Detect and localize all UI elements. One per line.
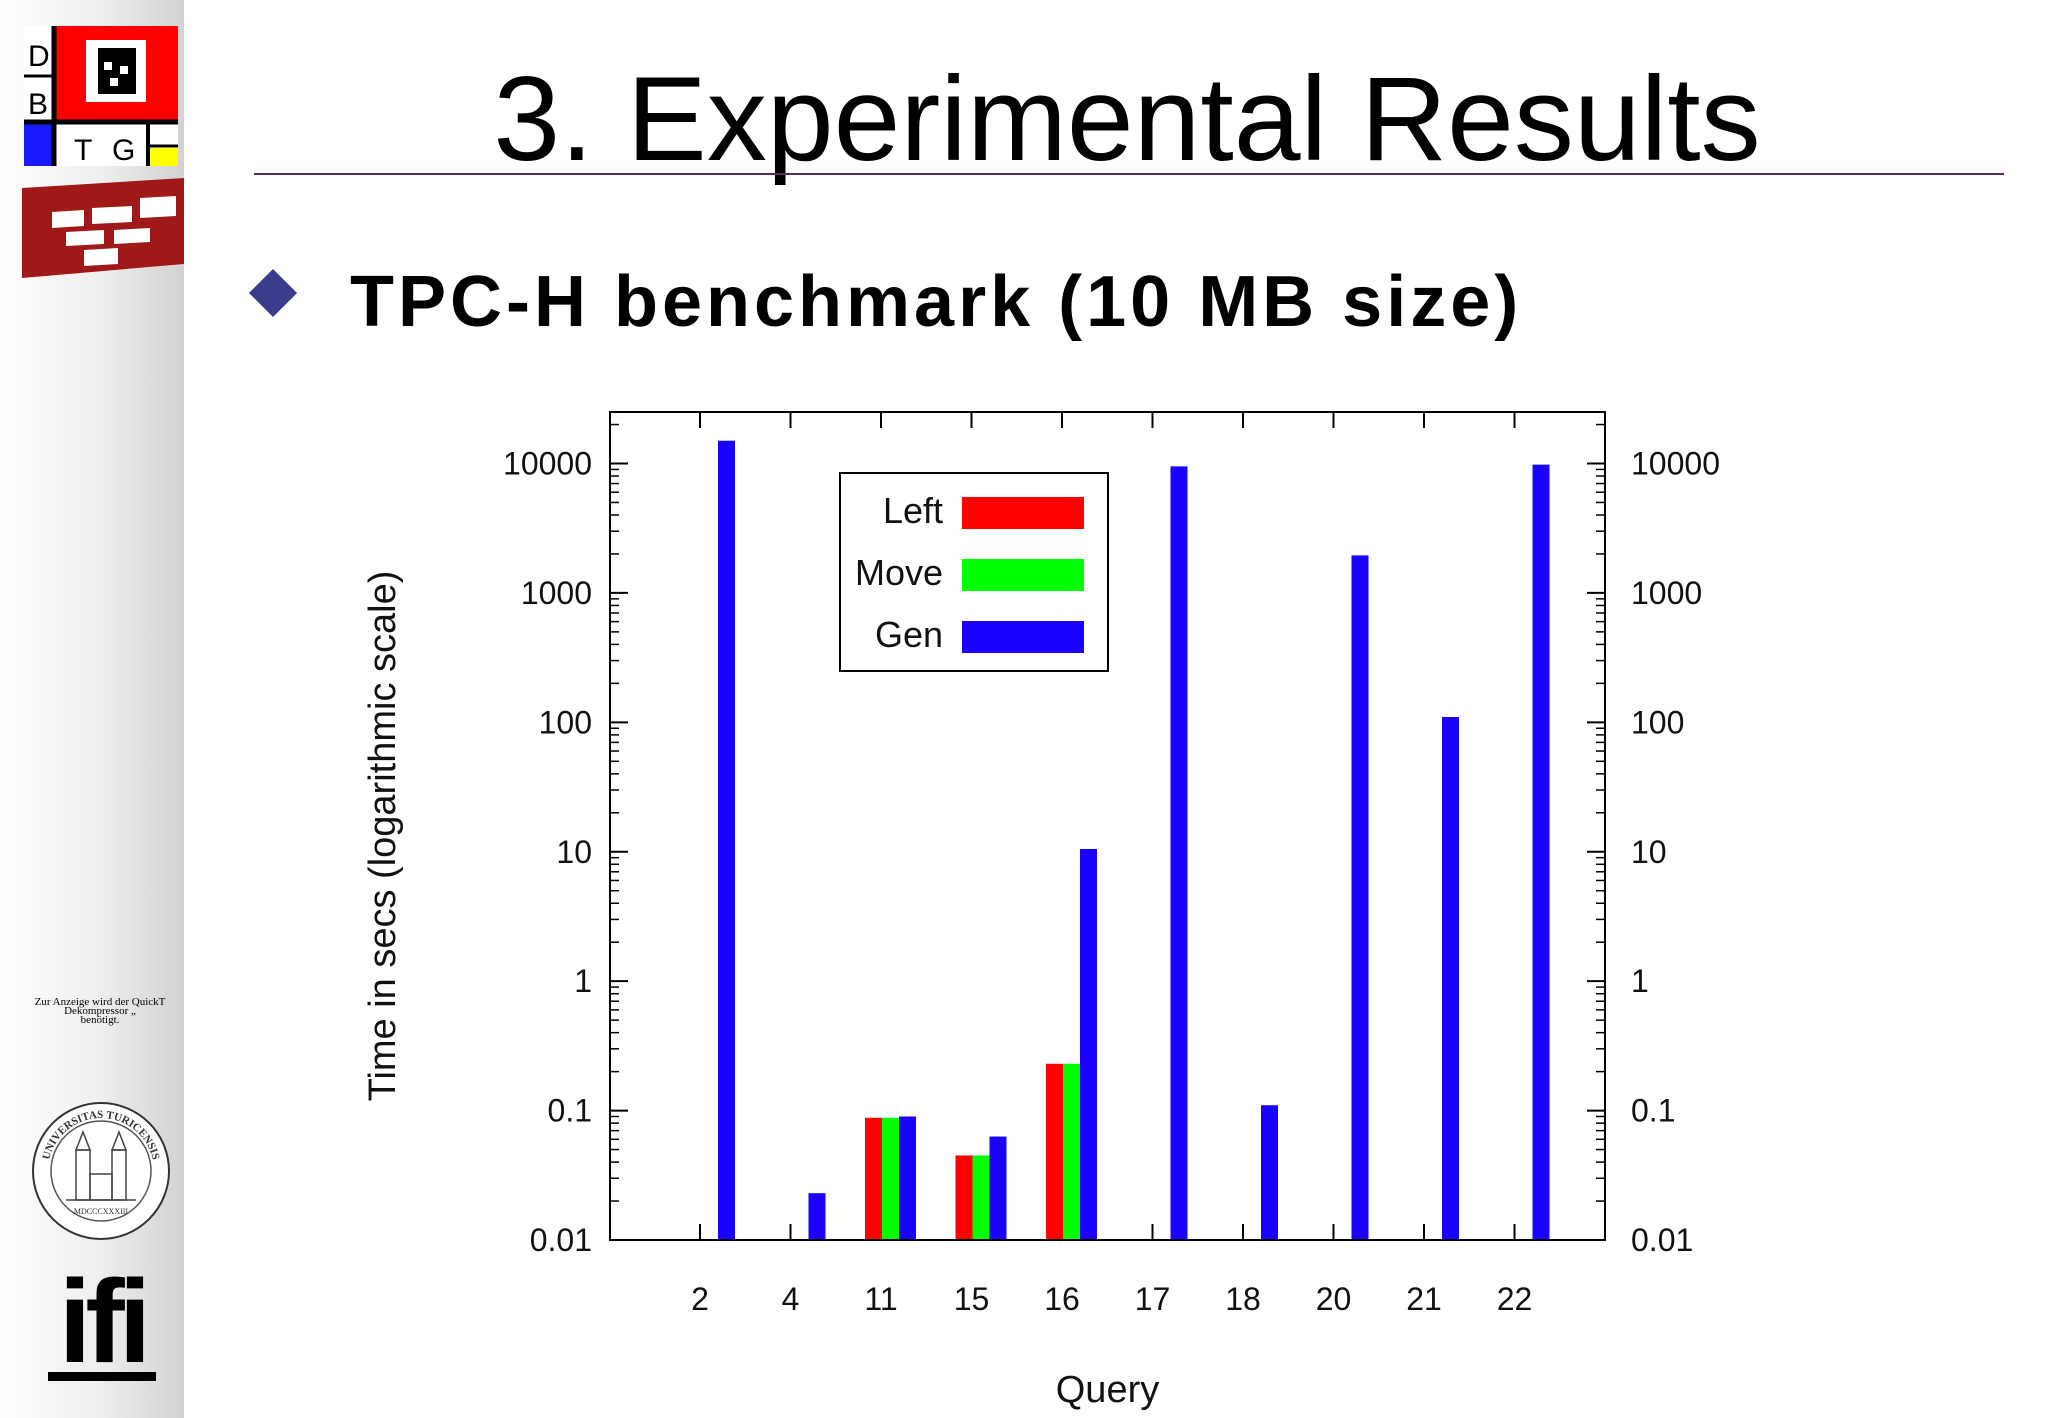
red-cross-logo xyxy=(22,178,184,278)
y-tick-label-right: 10 xyxy=(1631,834,1667,870)
x-tick-label: 11 xyxy=(864,1281,897,1317)
bar-gen-q22 xyxy=(1532,464,1550,1240)
x-axis-label: Query xyxy=(1056,1369,1159,1411)
sidebar: D B T G Zur Anzeige wird der QuickT Deko… xyxy=(0,0,184,1418)
y-tick-label-right: 100 xyxy=(1631,704,1684,740)
university-seal: UNIVERSITAS TURICENSIS MDCCCXXXIII xyxy=(32,1102,170,1240)
x-tick-labels: 2 4 11 15 16 17 18 20 21 22 xyxy=(691,1281,1532,1317)
bar-gen-q16 xyxy=(1080,849,1097,1240)
bar-gen-q11 xyxy=(899,1116,916,1240)
plot-frame xyxy=(609,411,1606,1241)
x-tick-label: 22 xyxy=(1497,1281,1533,1317)
legend-swatch-left xyxy=(962,497,1084,529)
bar-left-q15 xyxy=(955,1155,973,1240)
x-tick-label: 17 xyxy=(1135,1281,1171,1317)
bar-gen-q20 xyxy=(1351,555,1369,1240)
dbtg-logo: D B T G xyxy=(24,26,178,166)
slide-title: 3. Experimental Results xyxy=(493,52,1761,186)
y-tick-label-left: 100 xyxy=(539,704,592,740)
x-tick-label: 4 xyxy=(782,1281,800,1317)
bar-gen-q21 xyxy=(1442,716,1459,1240)
y-tick-label-right: 1 xyxy=(1631,963,1649,999)
quicktime-note: Zur Anzeige wird der QuickT Dekompressor… xyxy=(34,996,166,1026)
logo-letter-t: T xyxy=(74,134,92,166)
bar-gen-q18 xyxy=(1261,1105,1278,1240)
y-tick-label-left: 1 xyxy=(574,963,592,999)
bar-move-q11 xyxy=(882,1117,899,1240)
y-tick-label-right: 0.01 xyxy=(1631,1222,1693,1258)
y-tick-labels-right: 0.01 0.1 1 10 100 1000 10000 xyxy=(1631,446,1720,1258)
seal-year: MDCCCXXXIII xyxy=(74,1207,129,1216)
chart-bars xyxy=(718,440,1550,1240)
legend-swatch-gen xyxy=(962,621,1084,653)
logo-letter-b: B xyxy=(28,88,48,121)
y-tick-label-left: 1000 xyxy=(521,575,592,611)
y-axis-label: Time in secs (logarithmic scale) xyxy=(362,571,404,1102)
x-tick-label: 16 xyxy=(1044,1281,1080,1317)
logo-letter-g: G xyxy=(112,134,135,166)
bar-move-q16 xyxy=(1063,1063,1080,1240)
x-tick-label: 18 xyxy=(1225,1281,1261,1317)
x-tick-label: 15 xyxy=(954,1281,990,1317)
bar-gen-q4 xyxy=(808,1193,826,1240)
legend-label-gen: Gen xyxy=(875,614,943,655)
ifi-logo-text: ifi xyxy=(59,1262,146,1388)
y-tick-label-right: 0.1 xyxy=(1631,1093,1675,1129)
bullet-text: TPC-H benchmark (10 MB size) xyxy=(350,262,1523,342)
bar-move-q15 xyxy=(972,1155,990,1240)
x-tick-label: 2 xyxy=(691,1281,709,1317)
title-divider xyxy=(254,173,2004,175)
legend-label-move: Move xyxy=(855,552,943,593)
legend: Left Move Gen xyxy=(839,472,1109,672)
bar-gen-q15 xyxy=(989,1136,1007,1240)
bar-gen-q2 xyxy=(718,440,735,1240)
y-tick-labels-left: 0.01 0.1 1 10 100 1000 10000 xyxy=(503,446,592,1258)
bar-left-q16 xyxy=(1046,1063,1063,1240)
legend-swatch-move xyxy=(962,559,1084,591)
y-tick-label-left: 0.01 xyxy=(530,1222,592,1258)
bar-gen-q17 xyxy=(1170,466,1188,1240)
y-tick-label-left: 10 xyxy=(556,834,592,870)
x-tick-label: 20 xyxy=(1316,1281,1352,1317)
y-tick-label-left: 10000 xyxy=(503,446,592,482)
y-tick-label-right: 1000 xyxy=(1631,575,1702,611)
bar-left-q11 xyxy=(865,1117,882,1240)
y-tick-label-left: 0.1 xyxy=(548,1093,592,1129)
ifi-logo: ifi xyxy=(48,1262,156,1388)
bar-chart: 0.01 0.1 1 10 100 1000 10000 0.01 0.1 1 10 100 1000… xyxy=(362,411,1720,1411)
y-tick-label-right: 10000 xyxy=(1631,446,1720,482)
x-tick-label: 21 xyxy=(1406,1281,1442,1317)
bullet-diamond-icon xyxy=(248,268,298,318)
logo-letter-d: D xyxy=(28,40,50,73)
legend-label-left: Left xyxy=(883,490,943,531)
